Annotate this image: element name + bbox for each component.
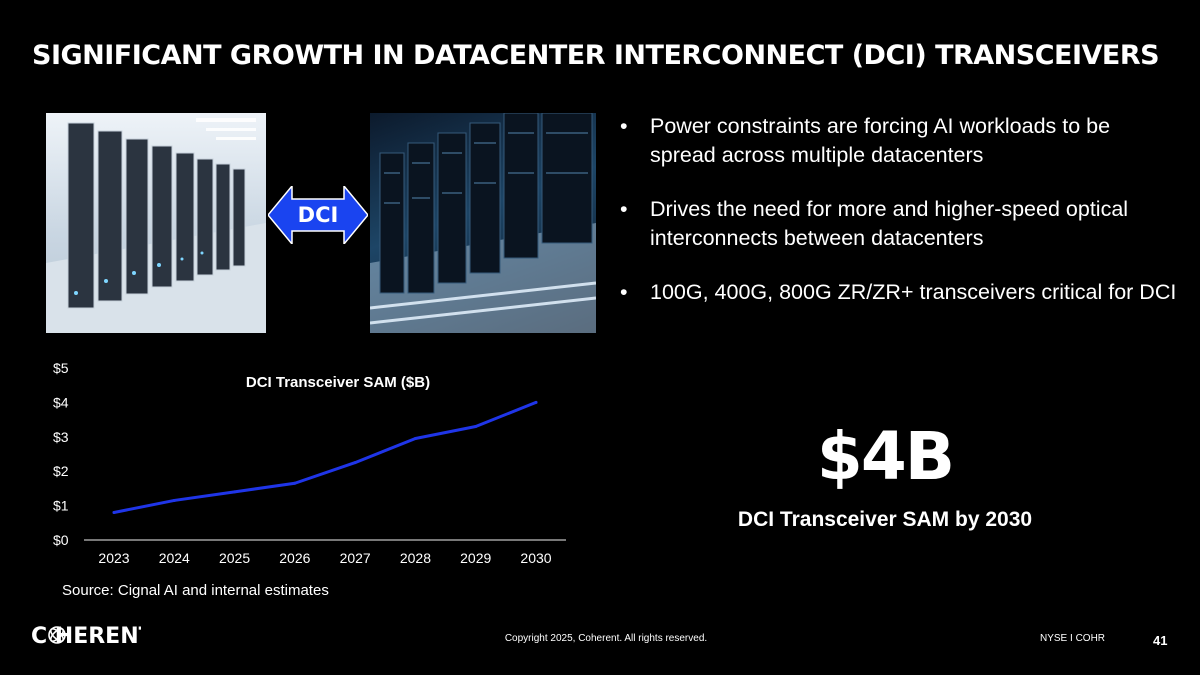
bullet-item: • Drives the need for more and higher-spe… bbox=[618, 195, 1178, 253]
coherent-logo-mark: C HERENT bbox=[31, 624, 141, 649]
stock-ticker: NYSE I COHR bbox=[1040, 633, 1106, 644]
bullet-item: • Power constraints are forcing AI worklo… bbox=[618, 112, 1178, 170]
source-note: Source: Cignal AI and internal estimates bbox=[62, 582, 329, 599]
x-tick-label: 2030 bbox=[520, 550, 551, 566]
y-tick-label: $3 bbox=[53, 429, 69, 445]
x-tick-label: 2028 bbox=[400, 550, 431, 566]
datacenter-photo-left bbox=[46, 113, 266, 333]
dci-arrow-label: DCI bbox=[297, 203, 339, 227]
bullet-dot: • bbox=[620, 114, 628, 138]
chart-title: DCI Transceiver SAM ($B) bbox=[246, 374, 430, 391]
bullet-dot: • bbox=[620, 280, 628, 304]
data-point bbox=[172, 498, 176, 502]
sam-line-chart: $0 $1 $2 $3 $4 $5 2023 2024 2025 2026 2027 2028 2029… bbox=[53, 360, 566, 566]
data-point bbox=[413, 437, 417, 441]
y-tick-label: $0 bbox=[53, 532, 69, 548]
highlight-caption: DCI Transceiver SAM by 2030 bbox=[737, 508, 1033, 531]
datacenter-photo-right bbox=[370, 113, 596, 333]
coherent-logo: C HERENT bbox=[31, 620, 141, 650]
data-point bbox=[233, 490, 237, 494]
bullet-text: 100G, 400G, 800G ZR/ZR+ transceivers cri… bbox=[650, 280, 1177, 304]
bullet-text: Drives the need for more and higher-spee… bbox=[650, 197, 1129, 250]
series-line bbox=[112, 400, 538, 514]
bullet-item: • 100G, 400G, 800G ZR/ZR+ transceivers cr… bbox=[618, 278, 1178, 307]
y-tick-label: $4 bbox=[53, 394, 69, 410]
page-number: 41 bbox=[1153, 633, 1168, 648]
bullet-text: Power constraints are forcing AI workloa… bbox=[650, 114, 1111, 167]
copyright-text: Copyright 2025, Coherent. All rights res… bbox=[504, 633, 708, 644]
highlight-value: $4B bbox=[816, 418, 955, 495]
x-tick-label: 2027 bbox=[340, 550, 371, 566]
bullet-list: • Power constraints are forcing AI worklo… bbox=[618, 112, 1178, 332]
y-tick-label: $5 bbox=[53, 360, 69, 376]
bullet-dot: • bbox=[620, 197, 628, 221]
x-tick-label: 2026 bbox=[279, 550, 310, 566]
data-point bbox=[353, 461, 357, 465]
slide-title: SIGNIFICANT GROWTH IN DATACENTER INTERCO… bbox=[32, 40, 1160, 71]
y-tick-label: $2 bbox=[53, 463, 69, 479]
data-point bbox=[112, 510, 116, 514]
dci-double-arrow bbox=[268, 186, 368, 244]
y-tick-label: $1 bbox=[53, 498, 69, 514]
data-point bbox=[474, 424, 478, 428]
copyright: Copyright 2025, Coherent. All rights res… bbox=[0, 633, 1200, 644]
x-tick-label: 2029 bbox=[460, 550, 491, 566]
x-tick-label: 2023 bbox=[98, 550, 129, 566]
data-point bbox=[534, 400, 538, 404]
data-point bbox=[293, 481, 297, 485]
x-tick-label: 2025 bbox=[219, 550, 250, 566]
x-tick-label: 2024 bbox=[159, 550, 190, 566]
